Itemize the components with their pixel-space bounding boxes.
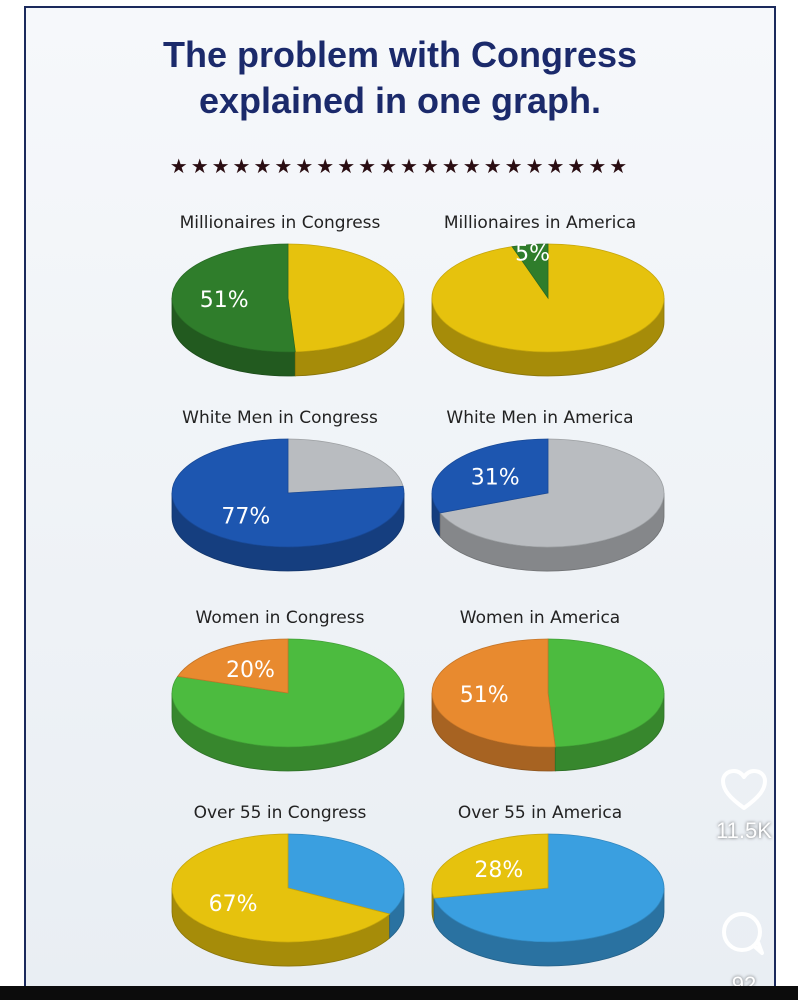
title-line-1: The problem with Congress: [162, 34, 638, 75]
pie-title: Millionaires in America: [444, 213, 636, 233]
pie-millionaires-in-america: Millionaires in America 5%: [431, 213, 665, 377]
star-divider: ★★★★★★★★★★★★★★★★★★★★★★: [169, 154, 631, 178]
pie-rest-slice: [433, 833, 665, 943]
pie-percent-label: 28%: [474, 858, 523, 883]
pie-highlight-slice: [431, 438, 549, 514]
pie-percent-label: 31%: [471, 465, 520, 490]
pie-highlight-slice: [511, 243, 549, 300]
heart-icon[interactable]: [720, 768, 768, 812]
pie-women-in-america: Women in America 51%: [431, 608, 665, 772]
pie-percent-label: 51%: [460, 683, 509, 708]
pie-title: Millionaires in Congress: [180, 213, 381, 233]
pie-white-men-in-congress: White Men in Congress 77%: [171, 408, 405, 572]
pie-rest-slice: [287, 833, 405, 915]
pie-highlight-slice: [431, 638, 556, 748]
pie-percent-label: 5%: [515, 242, 550, 267]
page-title: The problem with Congress explained in o…: [26, 32, 774, 124]
pie-highlight-slice: [171, 438, 405, 548]
like-control[interactable]: 11.5K: [714, 768, 774, 844]
pie-rest-slice: [547, 638, 665, 748]
pie-highlight-slice: [431, 833, 549, 899]
pie-percent-label: 20%: [226, 658, 275, 683]
pie-title: Over 55 in America: [458, 803, 622, 823]
pie-percent-label: 77%: [221, 504, 270, 529]
pie-highlight-slice: [171, 243, 296, 353]
pie-title: Women in Congress: [196, 608, 365, 628]
pie-over-55-in-congress: Over 55 in Congress 67%: [171, 803, 405, 967]
pie-percent-label: 51%: [200, 288, 249, 313]
pie-rest-slice: [287, 243, 405, 353]
comment-control[interactable]: 92: [714, 910, 774, 998]
title-line-2: explained in one graph.: [198, 80, 602, 121]
pie-title: White Men in Congress: [182, 408, 378, 428]
pie-highlight-slice: [176, 638, 289, 694]
like-count: 11.5K: [716, 818, 772, 843]
pie-percent-label: 67%: [209, 892, 258, 917]
pie-rest-slice: [439, 438, 665, 548]
pie-millionaires-in-congress: Millionaires in Congress 51%: [171, 213, 405, 377]
pie-highlight-slice: [171, 833, 391, 943]
pie-title: Over 55 in Congress: [194, 803, 367, 823]
pie-title: Women in America: [460, 608, 620, 628]
comment-bubble-icon[interactable]: [720, 910, 768, 958]
bottom-bar: [0, 986, 798, 1000]
pie-title: White Men in America: [446, 408, 633, 428]
pie-rest-slice: [287, 438, 404, 494]
pie-over-55-in-america: Over 55 in America 28%: [431, 803, 665, 967]
pie-white-men-in-america: White Men in America 31%: [431, 408, 665, 572]
pie-rest-slice: [171, 638, 405, 748]
pie-women-in-congress: Women in Congress 20%: [171, 608, 405, 772]
